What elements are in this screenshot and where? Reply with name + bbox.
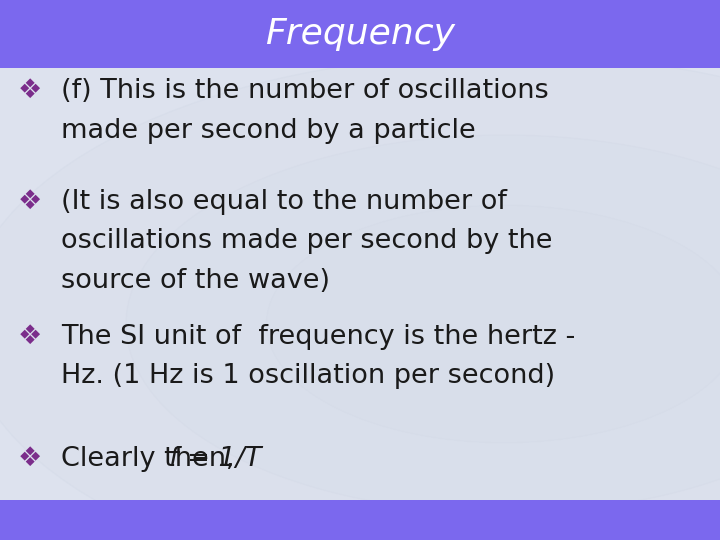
Text: Hz. (1 Hz is 1 oscillation per second): Hz. (1 Hz is 1 oscillation per second) [61, 363, 555, 389]
Text: ❖: ❖ [18, 189, 42, 215]
FancyBboxPatch shape [0, 500, 720, 540]
Text: f = 1/T: f = 1/T [168, 446, 261, 471]
Ellipse shape [0, 54, 720, 540]
Text: Frequency: Frequency [265, 17, 455, 51]
Text: The SI unit of  frequency is the hertz -: The SI unit of frequency is the hertz - [61, 324, 575, 350]
FancyBboxPatch shape [0, 68, 720, 500]
Text: (f) This is the number of oscillations: (f) This is the number of oscillations [61, 78, 549, 104]
Text: ❖: ❖ [18, 78, 42, 104]
Text: made per second by a particle: made per second by a particle [61, 118, 476, 144]
FancyBboxPatch shape [0, 0, 720, 68]
Text: ❖: ❖ [18, 324, 42, 350]
Text: Clearly then,: Clearly then, [61, 446, 243, 471]
Ellipse shape [126, 135, 720, 513]
Text: (It is also equal to the number of: (It is also equal to the number of [61, 189, 507, 215]
Text: ❖: ❖ [18, 446, 42, 471]
Text: oscillations made per second by the: oscillations made per second by the [61, 228, 553, 254]
Text: source of the wave): source of the wave) [61, 268, 330, 294]
